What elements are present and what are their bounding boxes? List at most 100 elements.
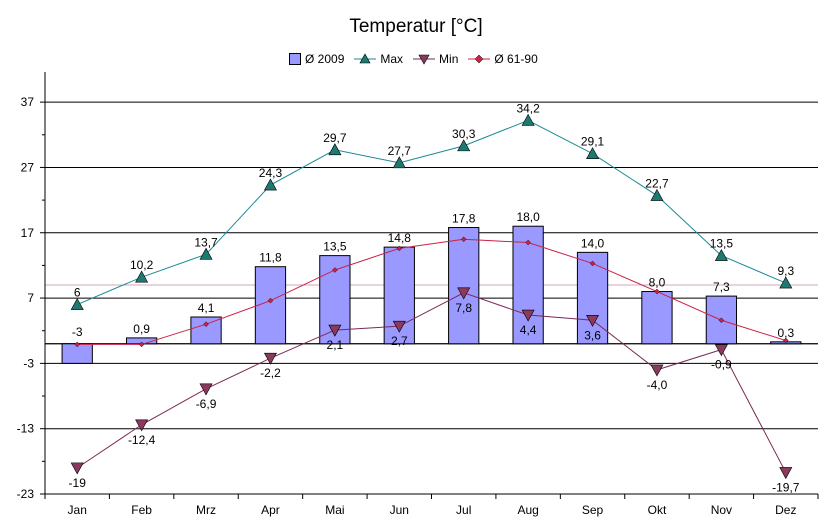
legend-item-avg-2009: Ø 2009 [289, 52, 344, 66]
max-data-label: 24,3 [259, 166, 283, 180]
min-data-label: -0,9 [711, 358, 732, 372]
max-marker [650, 188, 664, 201]
max-marker [70, 297, 84, 310]
bar [448, 227, 480, 345]
min-data-label: 3,6 [584, 328, 601, 342]
avg-marker [589, 260, 596, 267]
max-marker [779, 276, 793, 289]
max-marker [521, 113, 535, 126]
avg-marker [138, 341, 145, 348]
min-marker [650, 364, 664, 377]
max-marker [328, 143, 342, 156]
max-data-label: 13,7 [194, 235, 218, 249]
bar-data-label: 13,5 [323, 240, 347, 254]
bar-data-label: 14,0 [581, 236, 605, 250]
min-marker [70, 462, 84, 475]
x-tick-label: Dez [775, 503, 796, 517]
min-data-label: -6,9 [196, 397, 217, 411]
avg-marker [525, 239, 531, 246]
legend-label: Max [380, 52, 404, 66]
legend-avg-swatch [468, 54, 491, 64]
avg-marker [460, 236, 467, 243]
bar [190, 316, 222, 345]
y-tick-label: 27 [21, 160, 35, 174]
max-marker [392, 156, 406, 169]
y-tick-label: 17 [21, 226, 35, 240]
legend-min-swatch [413, 54, 436, 65]
min-marker [521, 309, 535, 322]
max-data-label: 13,5 [710, 237, 734, 251]
max-data-label: 29,7 [323, 131, 347, 145]
avg-61-90-line [77, 238, 786, 345]
chart-legend: Ø 2009 Max Min Ø 61-90 [289, 50, 538, 68]
y-tick-label: 7 [27, 291, 34, 305]
legend-item-min: Min [413, 52, 458, 66]
bar-data-label: 17,8 [452, 212, 476, 226]
min-data-label: 7,8 [455, 301, 472, 315]
bar-data-label: -3 [72, 325, 83, 339]
max-marker [714, 248, 728, 261]
avg-marker [332, 267, 338, 273]
min-data-label: -19 [69, 476, 87, 490]
legend-bar-swatch [289, 53, 301, 65]
x-tick-label: Jul [456, 503, 471, 517]
x-tick-label: Mrz [196, 503, 216, 517]
avg-marker [74, 341, 80, 348]
max-marker [263, 178, 277, 191]
min-marker [586, 314, 600, 327]
chart-title: Temperatur [°C] [349, 16, 483, 37]
max-marker [199, 247, 213, 260]
min-marker [457, 287, 471, 300]
min-data-label: -12,4 [128, 433, 156, 447]
max-data-label: 30,3 [452, 127, 476, 141]
bar-data-label: 0,3 [777, 326, 794, 340]
bar [641, 291, 673, 345]
min-marker [263, 352, 277, 365]
avg-marker [267, 297, 274, 304]
min-data-label: -19,7 [772, 480, 800, 494]
min-data-label: 2,7 [391, 334, 408, 348]
min-marker [199, 383, 213, 396]
max-line [77, 119, 786, 306]
y-tick-label: -23 [17, 487, 35, 501]
bar-data-label: 18,0 [516, 210, 540, 224]
min-data-label: -4,0 [647, 378, 668, 392]
bar-data-label: 7,3 [713, 280, 730, 294]
y-tick-label: 37 [21, 95, 35, 109]
x-tick-label: Aug [517, 503, 538, 517]
bar-data-label: 11,8 [259, 251, 282, 265]
x-tick-label: Feb [131, 503, 152, 517]
max-data-label: 22,7 [645, 177, 669, 191]
max-data-label: 10,2 [130, 258, 154, 272]
avg-marker [718, 317, 725, 324]
x-tick-label: Apr [261, 503, 280, 517]
max-marker [586, 147, 600, 160]
min-data-label: 4,4 [520, 323, 537, 337]
avg-marker [783, 337, 789, 344]
x-tick-label: Nov [711, 503, 732, 517]
y-tick-label: -3 [23, 356, 34, 370]
max-data-label: 27,7 [388, 144, 412, 158]
x-tick-label: Jun [390, 503, 409, 517]
max-data-label: 29,1 [581, 135, 605, 149]
y-tick-label: -13 [17, 422, 35, 436]
min-marker [392, 320, 406, 333]
bar [254, 266, 287, 345]
bar-data-label: 8,0 [649, 276, 666, 290]
bar-data-label: 4,1 [198, 301, 215, 315]
x-tick-label: Sep [582, 503, 604, 517]
legend-item-avg-61-90: Ø 61-90 [468, 52, 538, 66]
min-marker [714, 344, 728, 357]
max-marker [135, 270, 149, 283]
max-data-label: 9,3 [777, 264, 794, 278]
max-marker [457, 139, 471, 152]
min-line [76, 292, 787, 473]
legend-label: Min [439, 52, 459, 66]
legend-label: Ø 2009 [305, 52, 345, 66]
x-tick-label: Okt [648, 503, 667, 517]
min-data-label: -2,2 [260, 366, 281, 380]
avg-marker [654, 288, 660, 295]
bar-data-label: 14,8 [388, 231, 412, 245]
x-tick-label: Jan [68, 503, 87, 517]
